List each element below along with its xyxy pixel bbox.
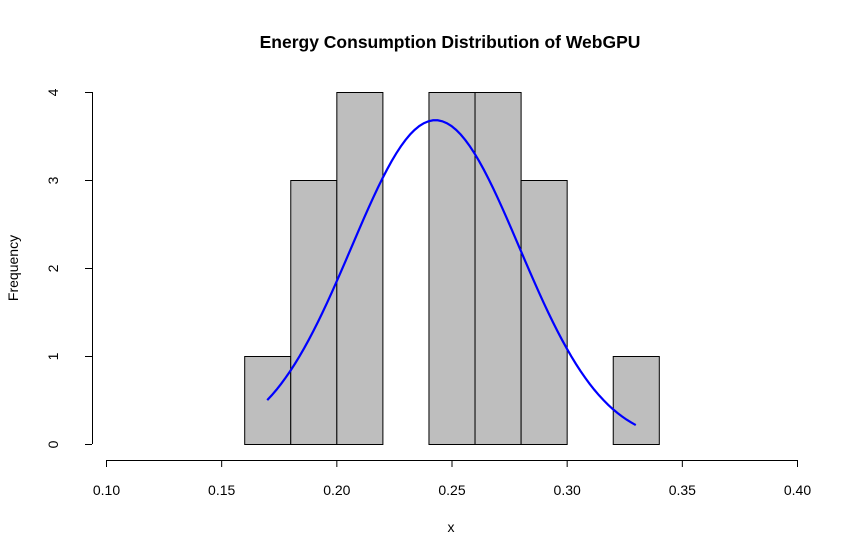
x-tick-label: 0.10 [93, 482, 120, 498]
histogram-bar-1 [290, 180, 338, 445]
x-tick-label: 0.20 [323, 482, 350, 498]
y-tick-label: 1 [45, 352, 61, 360]
x-axis: 0.10 0.15 0.20 0.25 0.30 0.35 0.40 [93, 460, 811, 498]
histogram-bar-2 [336, 92, 384, 445]
x-tick-label: 0.25 [438, 482, 465, 498]
histogram-bar-8 [612, 356, 660, 445]
density-curve [266, 119, 637, 427]
bars-group [244, 92, 660, 445]
x-axis-label: x [448, 519, 455, 535]
y-axis: 0 1 2 3 4 [45, 88, 93, 448]
y-tick-label: 2 [45, 264, 61, 272]
y-tick-label: 4 [45, 88, 61, 96]
histogram-bar-6 [520, 180, 568, 445]
x-tick-label: 0.35 [669, 482, 696, 498]
chart-title: Energy Consumption Distribution of WebGP… [260, 32, 641, 52]
histogram-bar-4 [428, 92, 476, 445]
histogram-bar-5 [474, 92, 522, 445]
y-tick-label: 3 [45, 176, 61, 184]
x-tick-label: 0.40 [784, 482, 811, 498]
y-tick-label: 0 [45, 440, 61, 448]
x-tick-label: 0.15 [208, 482, 235, 498]
x-tick-label: 0.30 [554, 482, 581, 498]
y-axis-label: Frequency [5, 235, 21, 301]
